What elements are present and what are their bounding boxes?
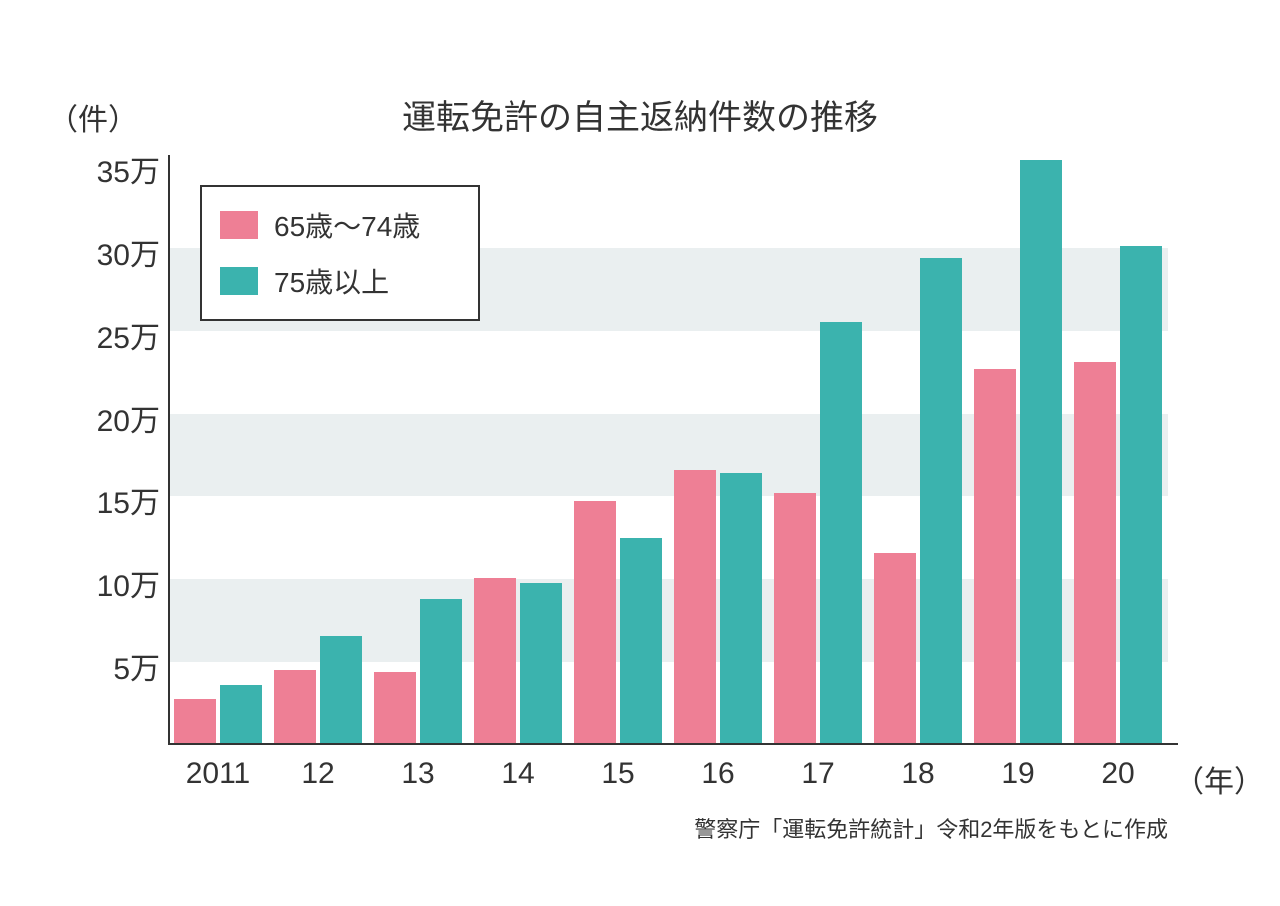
bar (420, 599, 462, 745)
legend-swatch (220, 267, 258, 295)
bar (974, 369, 1016, 745)
y-tick-label: 30万 (50, 230, 160, 274)
grid-band (168, 579, 1168, 662)
bar (720, 473, 762, 745)
y-axis-unit: （件） (48, 95, 138, 139)
x-tick-label: 20 (1068, 757, 1168, 791)
source-caption: 警察庁「運転免許統計」令和2年版をもとに作成 (694, 812, 1168, 844)
bar (874, 553, 916, 745)
x-tick-label: 14 (468, 757, 568, 791)
grid-band (168, 414, 1168, 497)
x-tick-label: 2011 (168, 757, 268, 791)
x-tick-label: 16 (668, 757, 768, 791)
bar (820, 322, 862, 745)
y-axis-line (168, 155, 170, 745)
x-tick-label: 12 (268, 757, 368, 791)
x-tick-label: 18 (868, 757, 968, 791)
bar (174, 699, 216, 745)
bar (574, 501, 616, 745)
bar (374, 672, 416, 745)
legend-item: 65歳～74歳 (220, 205, 460, 245)
bar (1120, 246, 1162, 745)
y-tick-label: 5万 (50, 644, 160, 688)
legend-item: 75歳以上 (220, 261, 460, 301)
x-tick-label: 15 (568, 757, 668, 791)
legend-label: 65歳～74歳 (274, 205, 420, 245)
y-tick-label: 20万 (50, 396, 160, 440)
chart-title: 運転免許の自主返納件数の推移 (0, 90, 1280, 139)
bar (1020, 160, 1062, 745)
x-axis-unit: （年） (1174, 757, 1264, 801)
bar (220, 685, 262, 745)
y-tick-label: 25万 (50, 313, 160, 357)
bar (274, 670, 316, 745)
bar (920, 258, 962, 745)
y-tick-label: 15万 (50, 478, 160, 522)
y-tick-label: 35万 (50, 147, 160, 191)
bar (774, 493, 816, 745)
legend-label: 75歳以上 (274, 261, 389, 301)
bar (320, 636, 362, 745)
bar (620, 538, 662, 745)
x-tick-label: 19 (968, 757, 1068, 791)
x-axis-line (168, 743, 1178, 745)
bar (520, 583, 562, 745)
legend: 65歳～74歳 75歳以上 (200, 185, 480, 321)
bar (1074, 362, 1116, 745)
chart-container: 運転免許の自主返納件数の推移 （件） 5万 10万 15万 20万 25万 30万 35万 2… (0, 0, 1280, 906)
y-tick-label: 10万 (50, 561, 160, 605)
legend-swatch (220, 211, 258, 239)
x-tick-label: 13 (368, 757, 468, 791)
bar (474, 578, 516, 745)
x-tick-label: 17 (768, 757, 868, 791)
bar (674, 470, 716, 745)
